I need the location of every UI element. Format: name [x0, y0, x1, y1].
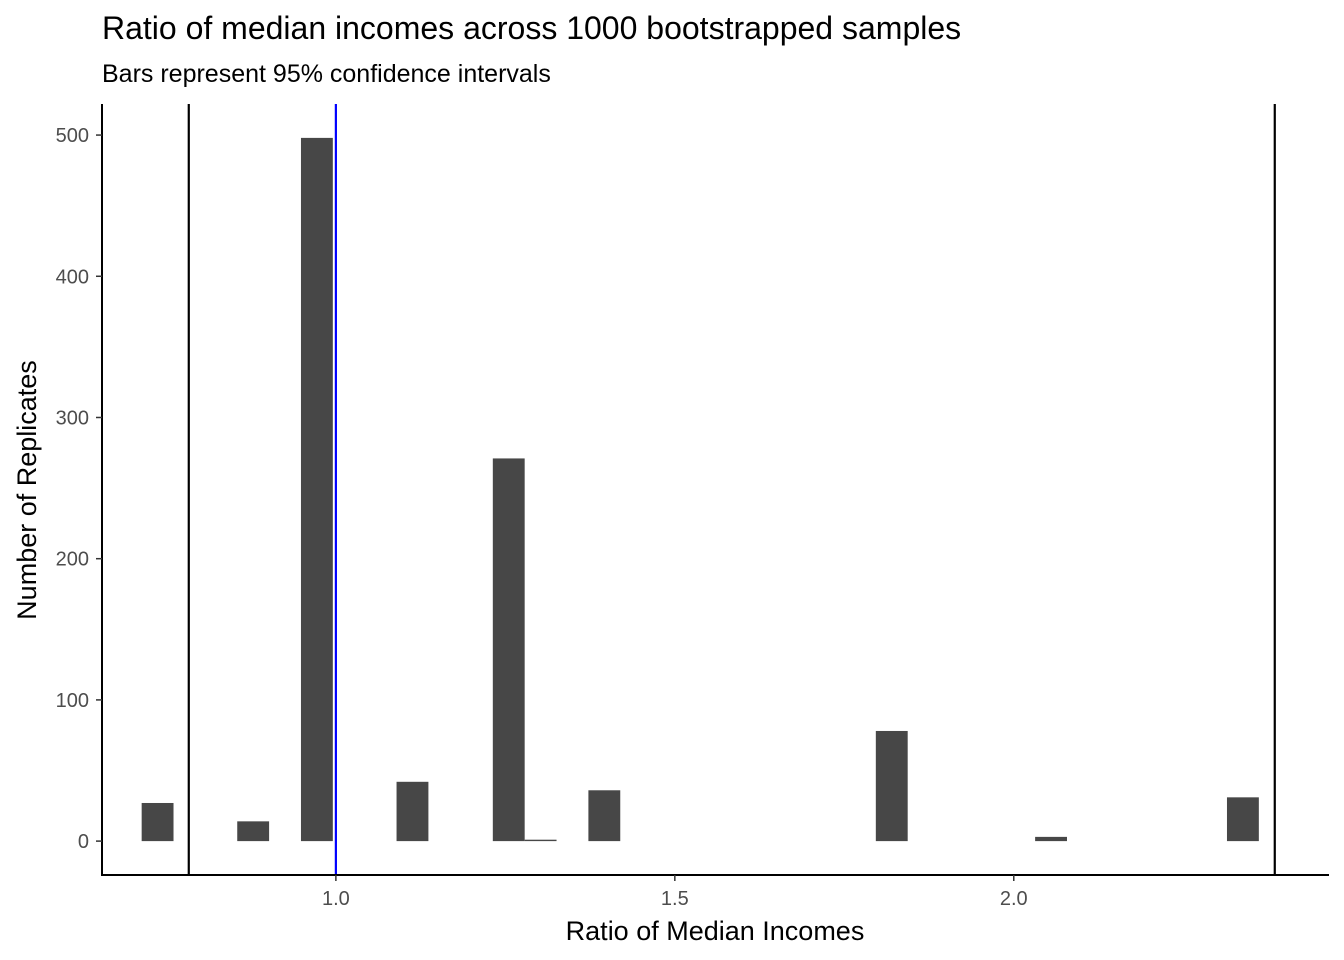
- histogram-bar: [237, 821, 270, 842]
- histogram-bar: [588, 790, 621, 842]
- reference-lines: [187, 104, 1276, 875]
- y-tick-label: 100: [56, 690, 89, 712]
- histogram-bar: [141, 802, 174, 842]
- histogram-bar: [875, 730, 908, 842]
- histogram-bar: [1035, 836, 1067, 842]
- y-tick-label: 200: [56, 549, 89, 571]
- plot-panel: 1.0 1.5 2.0 0 100 200 300 400 500: [56, 104, 1329, 910]
- y-tick-label: 0: [78, 831, 89, 853]
- chart-subtitle: Bars represent 95% confidence intervals: [102, 60, 551, 88]
- histogram-bar: [492, 458, 525, 842]
- histogram-bar: [1226, 797, 1259, 842]
- x-tick-label: 1.5: [661, 888, 689, 910]
- chart-title: Ratio of median incomes across 1000 boot…: [102, 10, 961, 46]
- x-tick-label: 2.0: [1000, 888, 1028, 910]
- histogram-bars: [141, 137, 1259, 842]
- y-tick-label: 400: [56, 266, 89, 288]
- y-axis-ticks: 0 100 200 300 400 500: [56, 125, 102, 853]
- histogram-bar: [300, 137, 333, 842]
- y-tick-label: 300: [56, 407, 89, 429]
- x-axis-title: Ratio of Median Incomes: [566, 916, 865, 946]
- x-tick-label: 1.0: [322, 888, 350, 910]
- y-axis-title: Number of Replicates: [12, 360, 42, 620]
- y-tick-label: 500: [56, 125, 89, 147]
- histogram-bar: [524, 839, 557, 842]
- x-axis-ticks: 1.0 1.5 2.0: [322, 875, 1028, 910]
- histogram-bar: [396, 781, 429, 842]
